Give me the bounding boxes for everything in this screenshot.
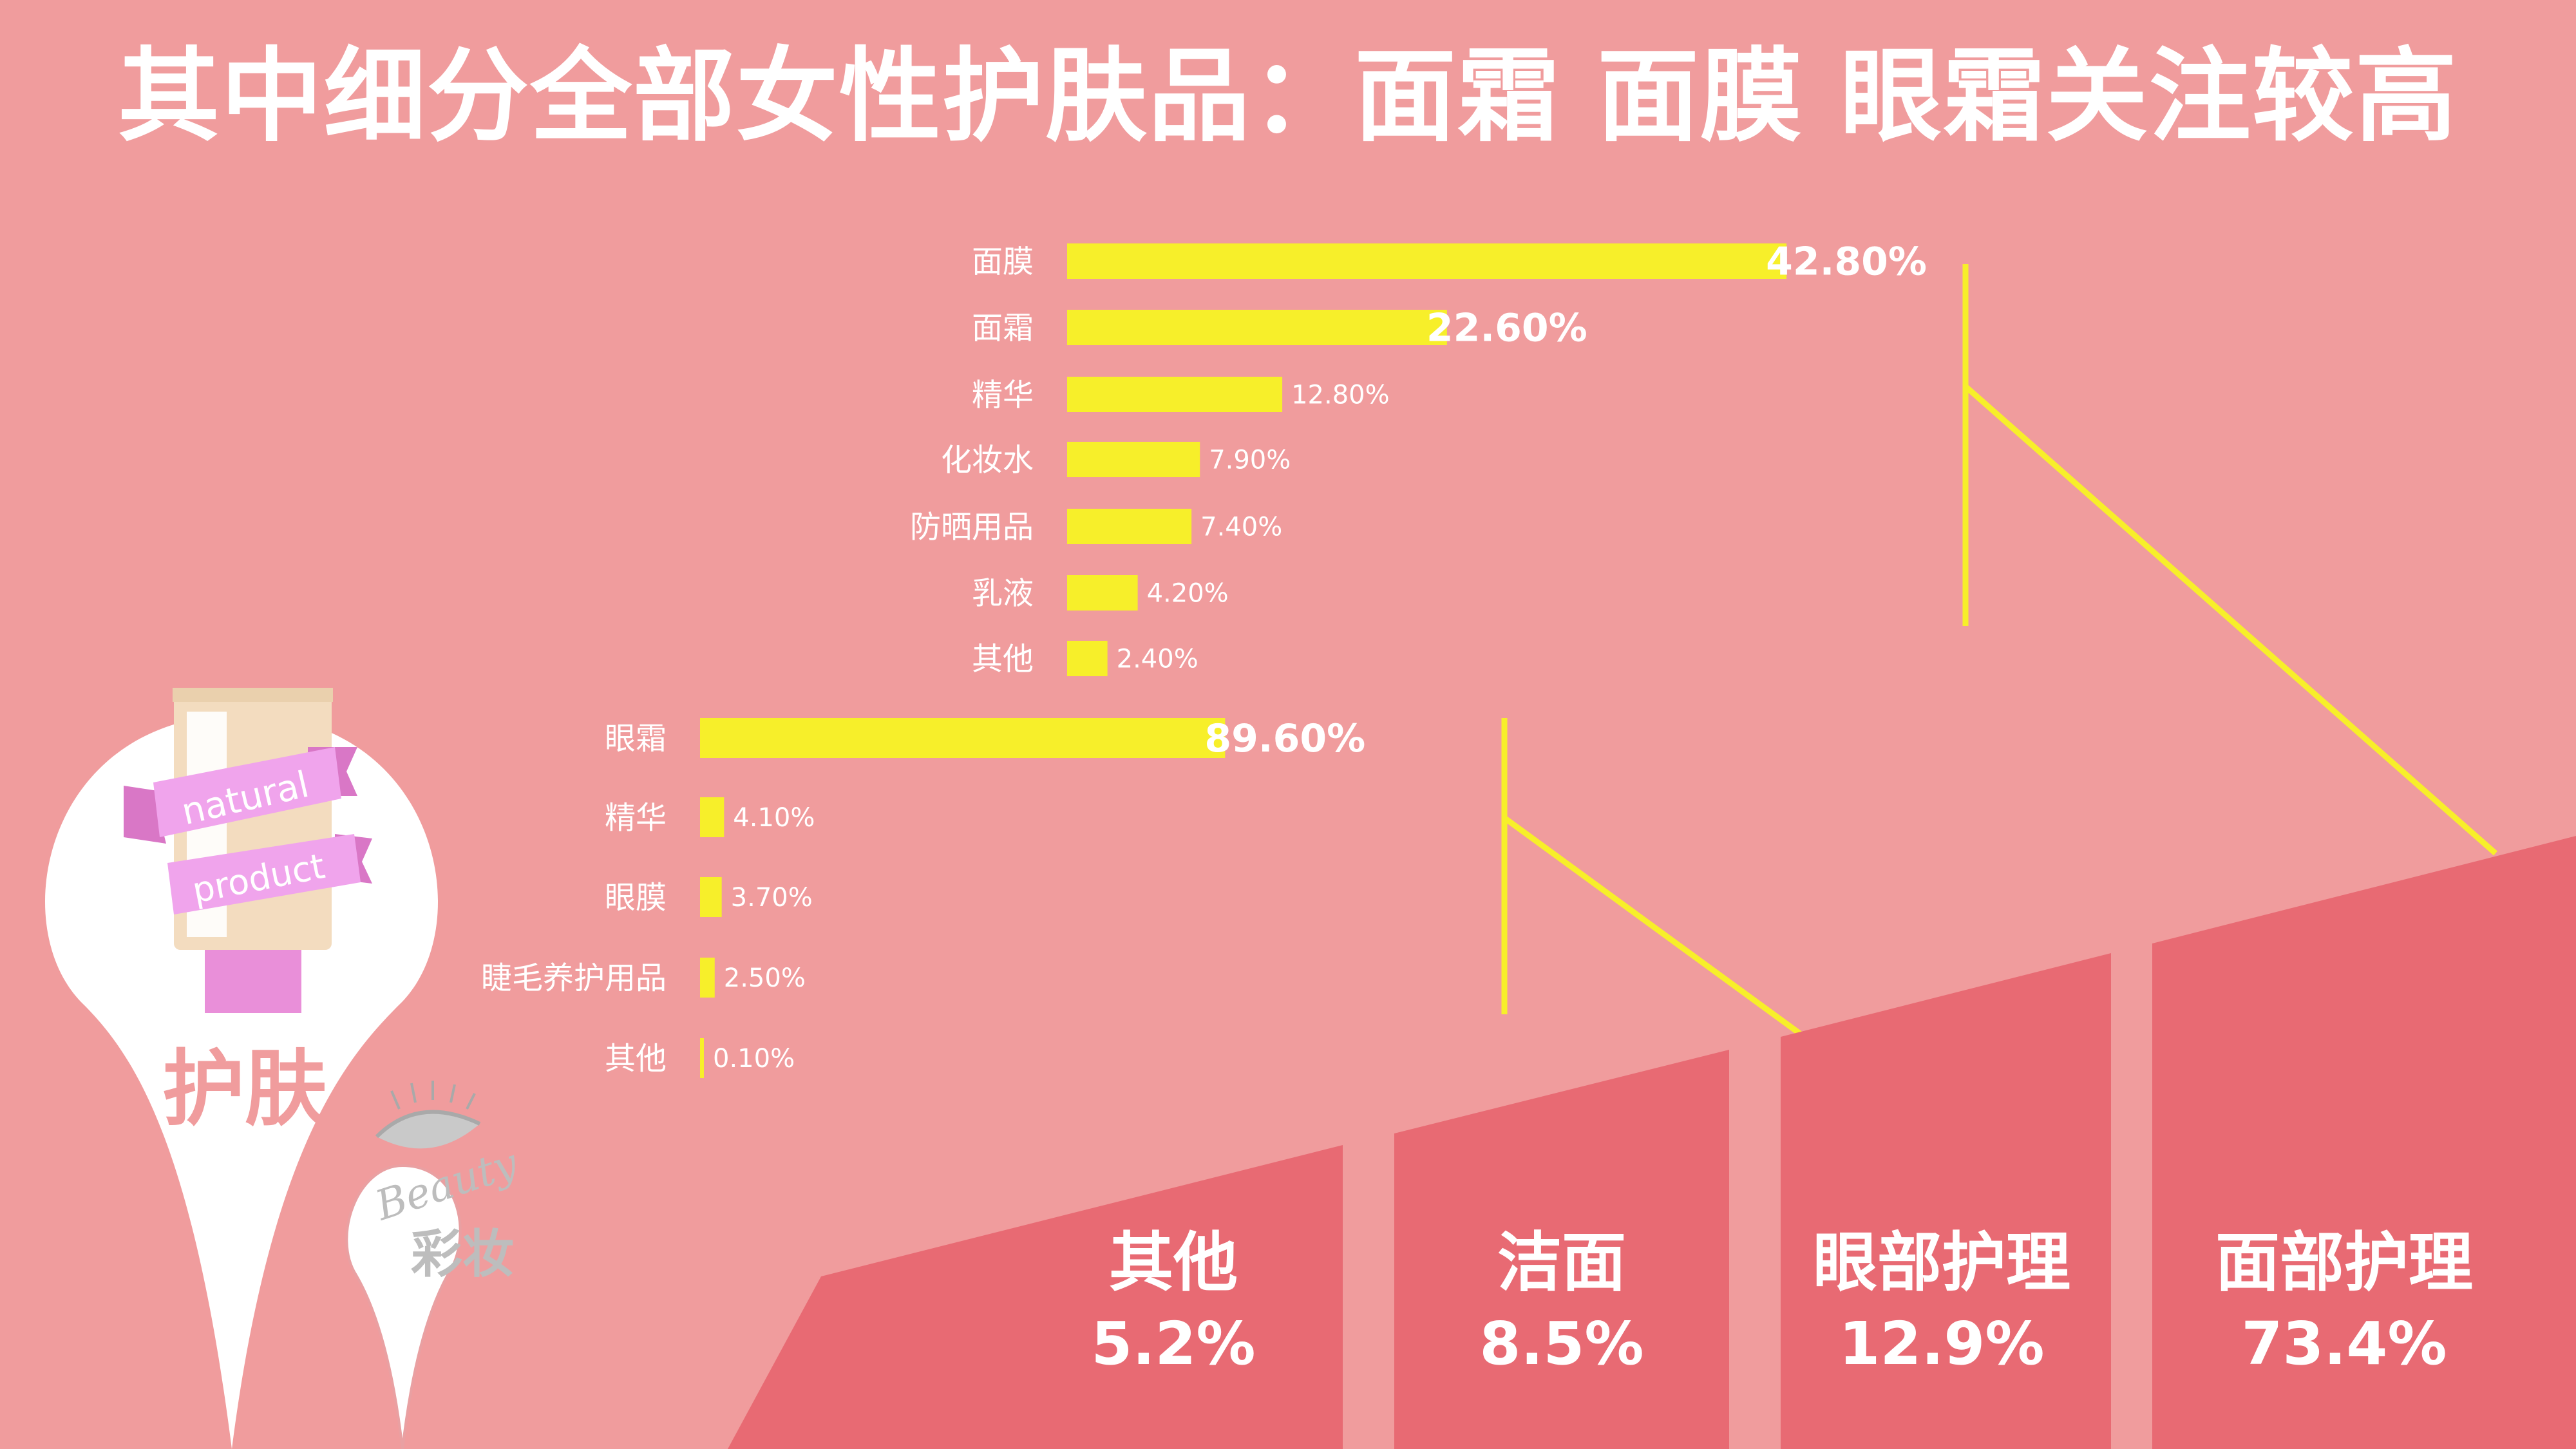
eye-category-label: 其他 [605,1041,667,1077]
face-category-label: 防晒用品 [910,509,1034,545]
face-category-label: 精华 [972,377,1034,413]
face-value-label: 42.80% [1766,240,1927,285]
section-label-face-care: 面部护理 [2215,1225,2473,1300]
section-block-face-care [2152,836,2576,1449]
page-title: 其中细分全部女性护肤品：面霜 面膜 眼霜关注较高 [117,37,2458,156]
section-value-face-care: 73.4% [2241,1309,2447,1378]
face-category-label: 面霜 [972,310,1034,346]
eye-category-label: 睫毛养护用品 [481,960,667,996]
eye-value-label: 89.60% [1204,716,1365,761]
makeup-pin-label: 彩妆 [411,1224,514,1284]
face-value-label: 12.80% [1291,381,1390,410]
face-bar [1067,641,1108,676]
section-block-eye-care [1781,953,2111,1449]
face-value-label: 7.90% [1209,446,1291,475]
eye-bar [700,877,722,917]
section-value-other: 5.2% [1091,1309,1255,1378]
eye-value-label: 2.50% [724,963,806,993]
skincare-pin-label: 护肤 [162,1041,327,1137]
eye-bar [700,1038,704,1078]
section-value-eye-care: 12.9% [1839,1309,2044,1378]
face-bar [1067,442,1200,477]
makeup-pin: Beauty 彩妆 [345,1081,524,1449]
face-bar [1067,575,1138,611]
eye-bar [700,958,715,998]
bar-chart-eye-care: 眼霜 89.60% 精华 4.10% 眼膜 3.70% 睫毛养护用品 2.50% 其他 0.10% [481,716,1365,1078]
eye-bar [700,718,1226,758]
face-category-label: 其他 [972,641,1034,677]
section-block-other [728,1145,1343,1449]
eye-category-label: 眼膜 [605,880,667,916]
skincare-pin: natural product 护肤 [44,688,439,1449]
face-value-label: 22.60% [1426,306,1587,351]
bar-chart-face-care: 面膜 42.80% 面霜 22.60% 精华 12.80% 化妆水 7.90% 防晒用品 7.40… [910,240,1927,677]
face-bar [1067,310,1447,345]
eye-category-label: 精华 [605,800,667,836]
face-bar [1067,243,1787,279]
face-value-label: 4.20% [1147,579,1229,609]
eye-value-label: 0.10% [713,1044,795,1074]
face-value-label: 7.40% [1200,513,1282,542]
connector-eye [1501,718,1802,1036]
section-chart: 其他 5.2% 洁面 8.5% 眼部护理 12.9% 面部护理 73.4% [728,836,2576,1449]
connector-facial [1962,264,2497,856]
eye-category-label: 眼霜 [605,721,667,757]
face-category-label: 化妆水 [941,442,1034,478]
section-label-other: 其他 [1109,1225,1238,1300]
section-block-cleanser [1394,1050,1729,1449]
section-label-eye-care: 眼部护理 [1813,1225,2070,1300]
eye-bar [700,797,724,837]
eye-value-label: 3.70% [731,883,813,913]
eye-value-label: 4.10% [733,803,815,833]
face-bar [1067,509,1192,544]
face-value-label: 2.40% [1117,645,1198,674]
face-category-label: 乳液 [972,576,1034,612]
face-category-label: 面膜 [972,244,1034,280]
section-label-cleanser: 洁面 [1497,1225,1626,1300]
face-bar [1067,377,1283,412]
section-value-cleanser: 8.5% [1479,1309,1643,1378]
eye-lash-icon [375,1081,481,1149]
